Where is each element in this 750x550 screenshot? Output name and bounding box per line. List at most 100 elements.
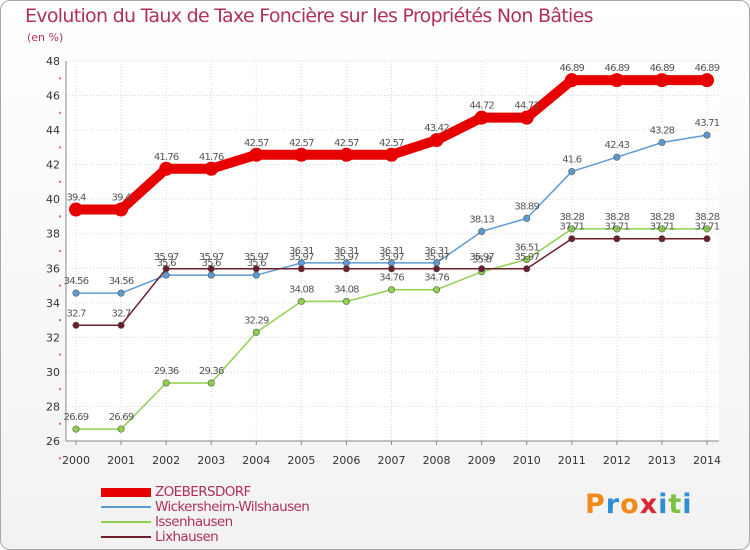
data-point	[568, 225, 576, 233]
data-point	[523, 214, 531, 222]
grid-lines	[66, 60, 719, 442]
data-label: 42.57	[334, 138, 359, 149]
data-label: 43.42	[424, 123, 449, 134]
y-minor-tick	[59, 77, 61, 80]
data-point	[114, 202, 129, 217]
data-label: 46.89	[695, 63, 720, 74]
data-label: 38.13	[469, 214, 494, 225]
logo-letter: o	[620, 489, 640, 520]
data-label: 44.72	[469, 101, 494, 112]
series-zoebersdorf	[69, 73, 714, 217]
series-issenhausen	[72, 225, 711, 433]
data-point	[69, 202, 83, 217]
data-label: 42.57	[244, 138, 269, 149]
data-label: 37.71	[650, 222, 675, 233]
data-label: 35.6	[202, 258, 222, 269]
data-point	[474, 110, 489, 125]
legend-swatch	[101, 487, 151, 497]
data-label: 32.7	[112, 308, 132, 319]
y-minor-tick	[59, 215, 61, 218]
legend-swatch	[101, 521, 151, 523]
data-label: 44.72	[514, 101, 539, 112]
line-chart: 26 28 30 32 34 36 38 40 42 44 46 48 2000 2001 2002 2003…	[46, 55, 721, 467]
data-point	[703, 235, 711, 243]
x-tick-label: 2014	[693, 454, 721, 467]
x-tick-label: 2005	[287, 454, 315, 467]
data-point	[613, 235, 621, 243]
data-point	[117, 289, 125, 297]
x-tick-label: 2003	[197, 454, 225, 467]
data-point	[72, 425, 80, 433]
x-tick-label: 2013	[648, 454, 676, 467]
data-label: 36.31	[424, 246, 449, 257]
data-label: 35.97	[199, 252, 224, 263]
data-label: 42.43	[605, 140, 630, 151]
y-minor-tick	[59, 180, 61, 183]
y-tick-label: 44	[46, 124, 60, 137]
data-label: 41.6	[562, 155, 582, 166]
data-label: 38.28	[650, 212, 675, 223]
data-point	[703, 131, 711, 139]
data-point	[72, 289, 80, 297]
data-point	[252, 265, 260, 273]
data-label: 34.56	[109, 276, 134, 287]
legend-swatch	[101, 536, 151, 538]
data-point	[387, 286, 395, 294]
legend-label: ZOEBERSDORF	[155, 484, 251, 500]
data-point	[658, 235, 666, 243]
data-label: 35.97	[244, 252, 269, 263]
data-label: 43.71	[695, 118, 720, 129]
x-tick-label: 2006	[332, 454, 360, 467]
data-label: 36.51	[514, 242, 539, 253]
data-label: 46.89	[650, 63, 675, 74]
data-point	[519, 110, 534, 125]
logo-letter: x	[639, 489, 659, 520]
data-point	[342, 297, 350, 305]
data-point	[613, 225, 621, 233]
data-point	[658, 139, 666, 147]
data-point	[654, 73, 669, 88]
data-point	[207, 379, 215, 387]
y-minor-tick	[59, 111, 61, 114]
data-label: 34.08	[334, 284, 359, 295]
data-point	[342, 265, 350, 273]
data-label: 41.76	[154, 152, 179, 163]
data-label: 36.31	[289, 246, 314, 257]
data-label: 35.6	[247, 258, 267, 269]
data-label: 26.69	[109, 412, 134, 423]
y-tick-label: 26	[46, 435, 60, 448]
data-label: 35.97	[514, 252, 539, 263]
y-minor-tick	[59, 353, 61, 356]
logo-letter: P	[585, 489, 606, 520]
data-point	[162, 265, 170, 273]
y-tick-label: 34	[46, 297, 60, 310]
data-point	[207, 265, 215, 273]
y-tick-label: 40	[46, 193, 60, 206]
data-point	[703, 225, 711, 233]
data-point	[252, 328, 260, 336]
data-label: 26.69	[64, 412, 89, 423]
data-label: 38.28	[559, 212, 584, 223]
x-tick-label: 2002	[152, 454, 180, 467]
x-tick-label: 2010	[513, 454, 541, 467]
y-minor-tick	[59, 457, 61, 460]
data-point	[117, 321, 125, 329]
data-point	[117, 425, 125, 433]
data-point	[384, 147, 399, 162]
data-label: 34.76	[424, 273, 449, 284]
data-label: 42.57	[379, 138, 404, 149]
data-label: 32.29	[244, 315, 269, 326]
data-point	[162, 379, 170, 387]
data-point	[249, 147, 264, 162]
data-point	[609, 73, 624, 88]
x-tick-label: 2008	[423, 454, 451, 467]
data-label: 29.36	[199, 366, 224, 377]
data-label: 34.08	[289, 284, 314, 295]
data-label: 37.71	[605, 222, 630, 233]
data-point	[478, 265, 486, 273]
x-tick-label: 2001	[107, 454, 135, 467]
data-label: 38.89	[514, 201, 539, 212]
data-point	[162, 271, 170, 279]
data-label: 39.4	[66, 193, 86, 204]
y-minor-tick	[59, 284, 61, 287]
